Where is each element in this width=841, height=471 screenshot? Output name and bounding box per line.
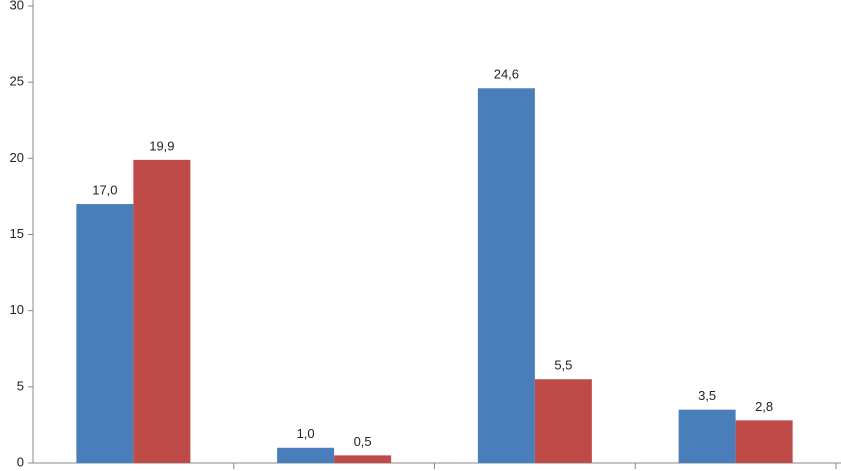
bar — [735, 420, 793, 463]
value-label: 17,0 — [92, 182, 117, 197]
bar — [76, 204, 134, 464]
y-tick-label: 20 — [10, 150, 24, 165]
value-label: 19,9 — [149, 138, 174, 153]
value-label: 3,5 — [698, 388, 716, 403]
bar — [133, 159, 191, 463]
y-tick-label: 25 — [10, 74, 24, 89]
value-label: 1,0 — [297, 426, 315, 441]
y-tick-label: 15 — [10, 226, 24, 241]
y-tick-label: 5 — [17, 378, 24, 393]
y-tick-label: 30 — [10, 0, 24, 12]
y-tick-label: 0 — [17, 454, 24, 469]
bar — [277, 447, 335, 463]
bar — [334, 455, 392, 463]
value-label: 0,5 — [354, 434, 372, 449]
y-tick-label: 10 — [10, 302, 24, 317]
value-label: 24,6 — [494, 67, 519, 82]
bar — [534, 379, 592, 463]
value-label: 2,8 — [755, 399, 773, 414]
value-label: 5,5 — [554, 358, 572, 373]
bar — [678, 409, 736, 463]
bar — [477, 88, 535, 463]
